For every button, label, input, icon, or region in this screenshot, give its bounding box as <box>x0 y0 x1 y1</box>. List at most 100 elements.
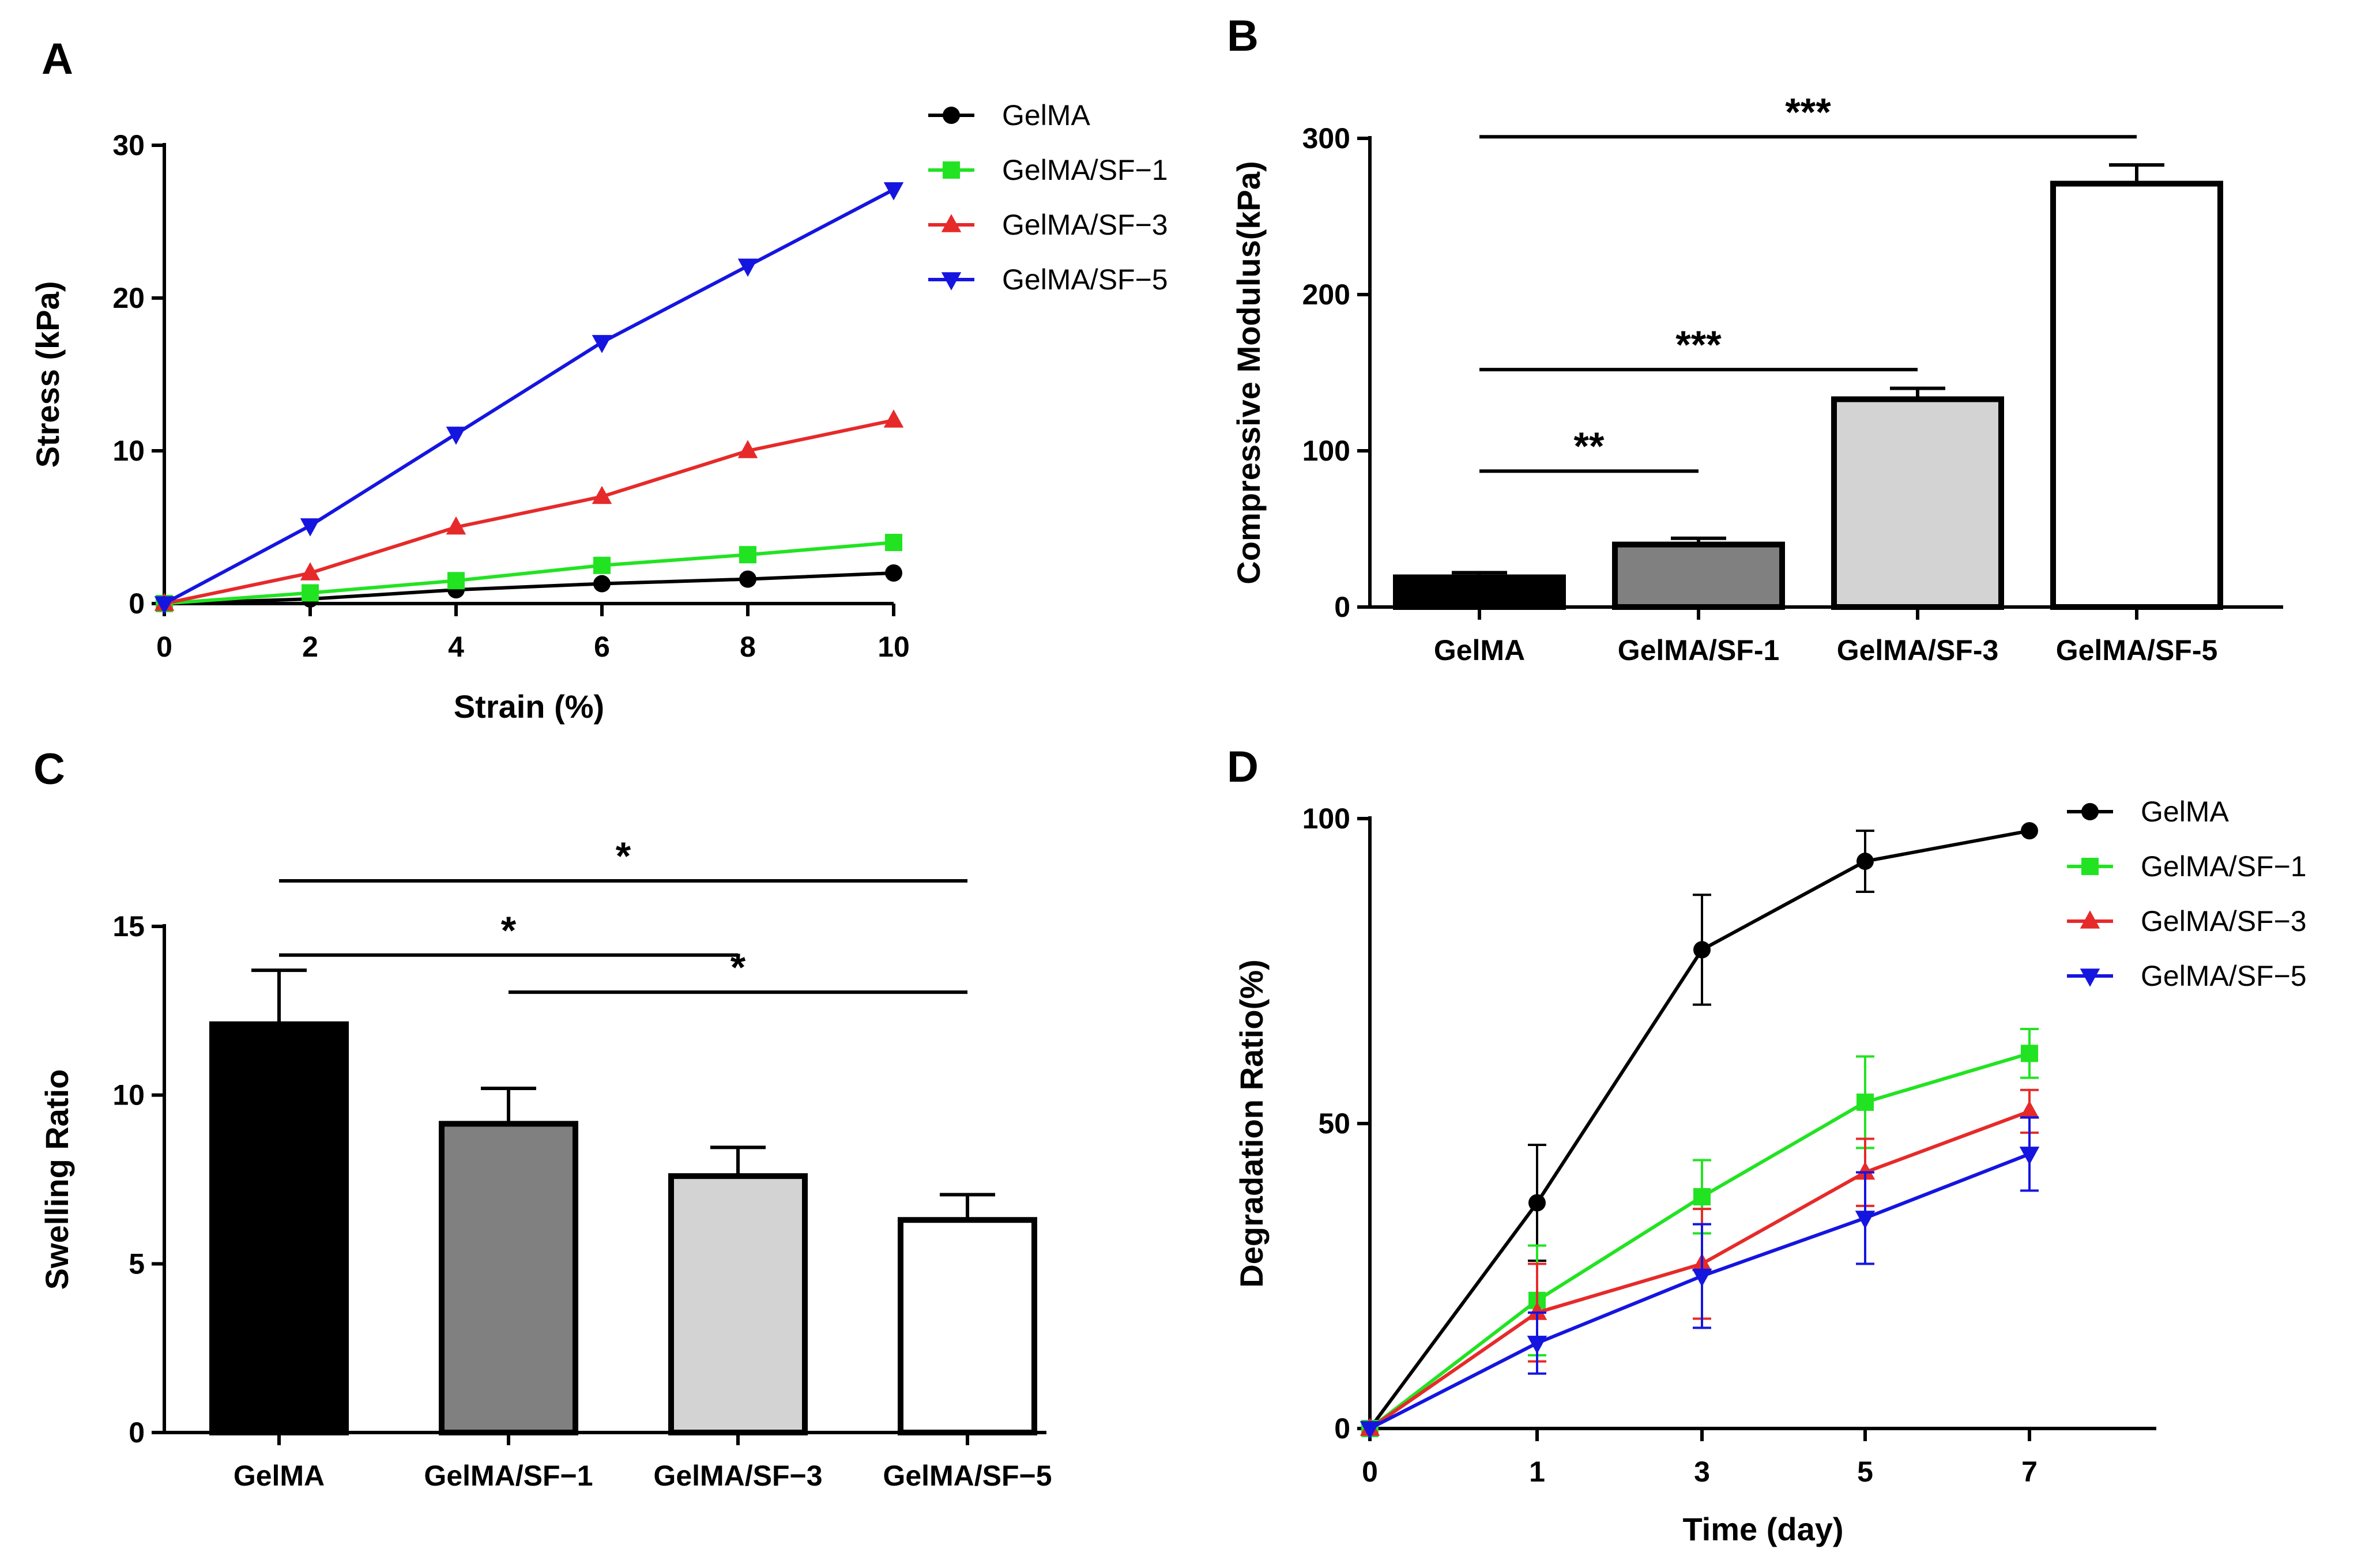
x-tick-label: GelMA <box>1434 634 1525 666</box>
significance-bracket: *** <box>1479 90 2137 139</box>
data-point <box>2021 1045 2038 1062</box>
data-point <box>739 570 756 588</box>
series-3 <box>1360 1116 2040 1439</box>
data-point <box>883 182 904 201</box>
x-tick-label: 0 <box>156 631 172 663</box>
panel-C: C 0 5 10 15 GelMA GelMA/SF−1 GelMA/SF−3 GelMA/SF… <box>33 745 1052 1492</box>
data-point <box>1528 1194 1546 1212</box>
series-2 <box>154 409 904 611</box>
significance-bracket: ** <box>1479 424 1699 473</box>
x-tick-label: 8 <box>740 631 756 663</box>
legend-marker <box>943 107 960 124</box>
y-tick-label: 10 <box>112 435 145 467</box>
data-point <box>737 440 758 458</box>
x-tick-label: 5 <box>1857 1456 1873 1488</box>
data-point <box>446 516 466 535</box>
panel-D: D 0 50 100 0 1 3 5 7 Time (day) Degradation Ratio(… <box>1227 742 2307 1547</box>
data-point <box>592 335 612 353</box>
data-point <box>2019 1100 2040 1119</box>
data-point <box>885 534 902 551</box>
x-tick-label: 3 <box>1694 1456 1710 1488</box>
y-axis-title: Swelling Ratio <box>39 1069 75 1290</box>
y-tick-label: 300 <box>1302 122 1350 154</box>
legend-label: GelMA <box>2141 796 2229 828</box>
data-point <box>1360 1421 1380 1439</box>
bar-group-1 <box>1612 536 1785 610</box>
y-axis-title: Degradation Ratio(%) <box>1233 959 1270 1287</box>
data-point <box>300 562 321 581</box>
y-tick-label: 20 <box>112 282 145 314</box>
series-line <box>164 571 894 605</box>
significance-bracket: * <box>279 909 738 957</box>
bar <box>668 1173 808 1435</box>
data-point <box>737 258 758 277</box>
legend-label: GelMA/SF−5 <box>1002 263 1168 296</box>
y-tick-label: 100 <box>1302 802 1350 835</box>
data-point <box>592 485 612 504</box>
legend-marker <box>941 272 962 291</box>
data-point <box>1527 1302 1547 1320</box>
x-tick-label: 4 <box>448 631 464 663</box>
x-tick-label: 6 <box>594 631 610 663</box>
data-point <box>154 596 175 615</box>
y-tick-label: 30 <box>112 129 145 161</box>
legend-label: GelMA/SF−1 <box>2141 850 2307 883</box>
data-point <box>739 546 756 564</box>
legend: GelMA GelMA/SF−1 GelMA/SF−3 GelMA/SF−5 <box>2067 796 2307 992</box>
significance-label: * <box>501 909 517 952</box>
x-tick-label: GelMA/SF-3 <box>1837 634 1999 666</box>
legend-marker <box>2080 910 2100 929</box>
series-line <box>164 541 894 605</box>
significance-bracket: * <box>509 945 967 994</box>
significance-label: * <box>730 945 746 989</box>
legend-marker <box>2081 858 2099 875</box>
significance-label: *** <box>1785 90 1831 134</box>
y-axis-title: Compressive Modulus(kPa) <box>1230 161 1267 584</box>
bar-group-0 <box>209 968 349 1436</box>
bar <box>898 1217 1037 1435</box>
panel-A: A 0 10 20 30 0 2 4 6 8 10 Strain (%) Stress (kPa) Gel… <box>29 35 1168 725</box>
panel-letter-D: D <box>1227 742 1259 791</box>
data-point <box>593 575 611 593</box>
legend-label: GelMA/SF−3 <box>1002 209 1168 241</box>
data-point <box>447 572 465 590</box>
panel-letter-C: C <box>33 745 65 794</box>
bar-group-3 <box>2050 163 2223 610</box>
x-tick-label: GelMA/SF−1 <box>424 1460 593 1492</box>
legend-marker <box>2081 803 2099 820</box>
series-line <box>164 419 894 605</box>
data-point <box>302 584 319 602</box>
x-tick-label: 10 <box>878 631 910 663</box>
data-point <box>883 409 904 428</box>
y-tick-label: 0 <box>129 587 145 620</box>
x-tick-label: GelMA <box>234 1460 325 1492</box>
x-tick-label: 1 <box>1529 1456 1545 1488</box>
data-point <box>1527 1336 1547 1354</box>
panel-letter-A: A <box>42 35 73 84</box>
bar-group-3 <box>898 1193 1037 1435</box>
y-tick-label: 50 <box>1318 1107 1350 1140</box>
data-point <box>1855 1161 1876 1180</box>
data-point <box>2019 1147 2040 1165</box>
x-axis-title: Time (day) <box>1682 1511 1843 1547</box>
data-point <box>1856 1093 1874 1111</box>
legend-label: GelMA/SF−1 <box>1002 154 1168 186</box>
bar <box>2050 180 2223 610</box>
bar-group-2 <box>668 1145 808 1435</box>
y-tick-label: 100 <box>1302 435 1350 467</box>
legend: GelMA GelMA/SF−1 GelMA/SF−3 GelMA/SF−5 <box>928 99 1168 296</box>
x-tick-label: GelMA/SF−3 <box>653 1460 822 1492</box>
panel-B: B 0 100 200 300 GelMA GelMA/SF-1 GelMA/SF-3 GelM… <box>1227 12 2283 666</box>
y-tick-label: 200 <box>1302 278 1350 311</box>
data-point <box>1693 941 1711 959</box>
y-tick-label: 10 <box>112 1079 145 1111</box>
data-point <box>446 427 466 445</box>
y-tick-label: 0 <box>129 1416 145 1449</box>
legend-label: GelMA/SF−3 <box>2141 905 2307 937</box>
panel-letter-B: B <box>1227 12 1259 61</box>
y-tick-label: 5 <box>129 1247 145 1280</box>
y-axis-title: Stress (kPa) <box>29 281 66 468</box>
significance-bracket: * <box>279 834 967 883</box>
bar-group-0 <box>1393 571 1566 610</box>
